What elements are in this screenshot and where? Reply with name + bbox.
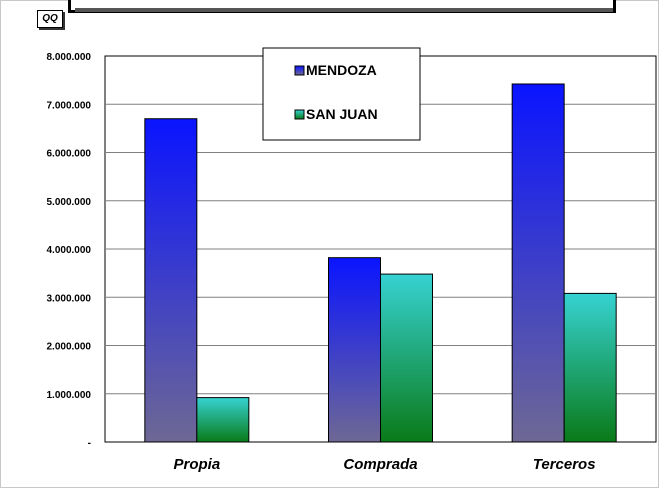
y-tick-label: 4.000.000: [47, 245, 92, 256]
legend-label: SAN JUAN: [306, 106, 378, 122]
legend-swatch: [294, 65, 305, 76]
legend-label: MENDOZA: [306, 62, 377, 78]
bar-mendoza-comprada: [328, 257, 381, 443]
x-axis-labels: Propia Comprada Terceros: [173, 456, 595, 473]
legend-swatch: [294, 109, 305, 120]
units-label: QQ: [37, 10, 63, 28]
x-category-label: Terceros: [533, 456, 596, 473]
bar-san-juan-comprada: [380, 273, 433, 443]
y-tick-label: 1.000.000: [47, 390, 92, 401]
bar-mendoza-terceros: [511, 83, 565, 443]
y-tick-label: 8.000.000: [47, 52, 92, 63]
bars: [144, 83, 617, 443]
title-banner: [68, 0, 616, 13]
bar-san-juan-terceros: [563, 292, 617, 443]
y-tick-label: 3.000.000: [47, 293, 92, 304]
y-tick-label: 7.000.000: [47, 100, 92, 111]
y-tick-label: -: [88, 438, 91, 449]
y-tick-label: 6.000.000: [47, 149, 92, 160]
bar-san-juan-propia: [196, 397, 250, 443]
y-tick-label: 5.000.000: [47, 197, 92, 208]
bar-mendoza-propia: [144, 118, 198, 443]
legend: MENDOZA SAN JUAN: [262, 47, 421, 141]
y-axis-ticks: - 1.000.000 2.000.000 3.000.000 4.000.000 5.0…: [47, 52, 92, 449]
x-category-label: Comprada: [343, 456, 417, 473]
legend-box: [262, 47, 421, 141]
title-banner-shadow: [75, 8, 613, 12]
y-tick-label: 2.000.000: [47, 342, 92, 353]
x-category-label: Propia: [173, 456, 220, 473]
